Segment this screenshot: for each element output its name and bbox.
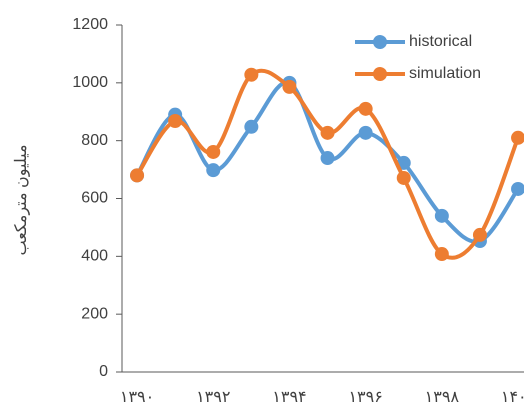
- series-marker: [206, 163, 221, 178]
- legend-label: historical: [409, 33, 472, 50]
- x-tick-label: ۱۳۹۸: [425, 389, 460, 406]
- series-marker: [320, 151, 335, 166]
- y-tick-label: 600: [81, 190, 108, 207]
- x-tick-label: ۱۳۹۰: [120, 389, 154, 406]
- series-marker: [130, 168, 145, 183]
- series-marker: [358, 125, 373, 140]
- series-marker: [244, 119, 259, 134]
- y-tick-label: 400: [81, 248, 108, 265]
- y-axis-label: میلیون مترمکعب: [13, 144, 30, 255]
- series-marker: [511, 181, 524, 196]
- series-marker: [206, 144, 221, 159]
- series-marker: [244, 67, 259, 82]
- legend-label: simulation: [409, 65, 481, 82]
- y-tick-label: 200: [81, 305, 108, 322]
- y-tick-label: 0: [99, 363, 108, 380]
- series-marker: [396, 170, 411, 185]
- series-marker: [320, 125, 335, 140]
- y-tick-label: 1200: [72, 16, 108, 33]
- series-marker: [434, 247, 449, 262]
- series-marker: [511, 130, 524, 145]
- series-marker: [434, 208, 449, 223]
- y-tick-label: 800: [81, 132, 108, 149]
- series-marker: [168, 114, 183, 129]
- y-tick-label: 1000: [72, 74, 108, 91]
- x-tick-label: ۱۳۹۶: [348, 389, 382, 406]
- x-tick-label: ۱۳۹۴: [272, 389, 306, 406]
- x-tick-label: ۱۳۹۲: [196, 389, 230, 406]
- series-marker: [358, 101, 373, 116]
- x-tick-label: ۱۴۰۰: [501, 389, 524, 406]
- series-marker: [472, 227, 487, 242]
- series-marker: [282, 79, 297, 94]
- legend-marker: [373, 67, 387, 81]
- legend-marker: [373, 35, 387, 49]
